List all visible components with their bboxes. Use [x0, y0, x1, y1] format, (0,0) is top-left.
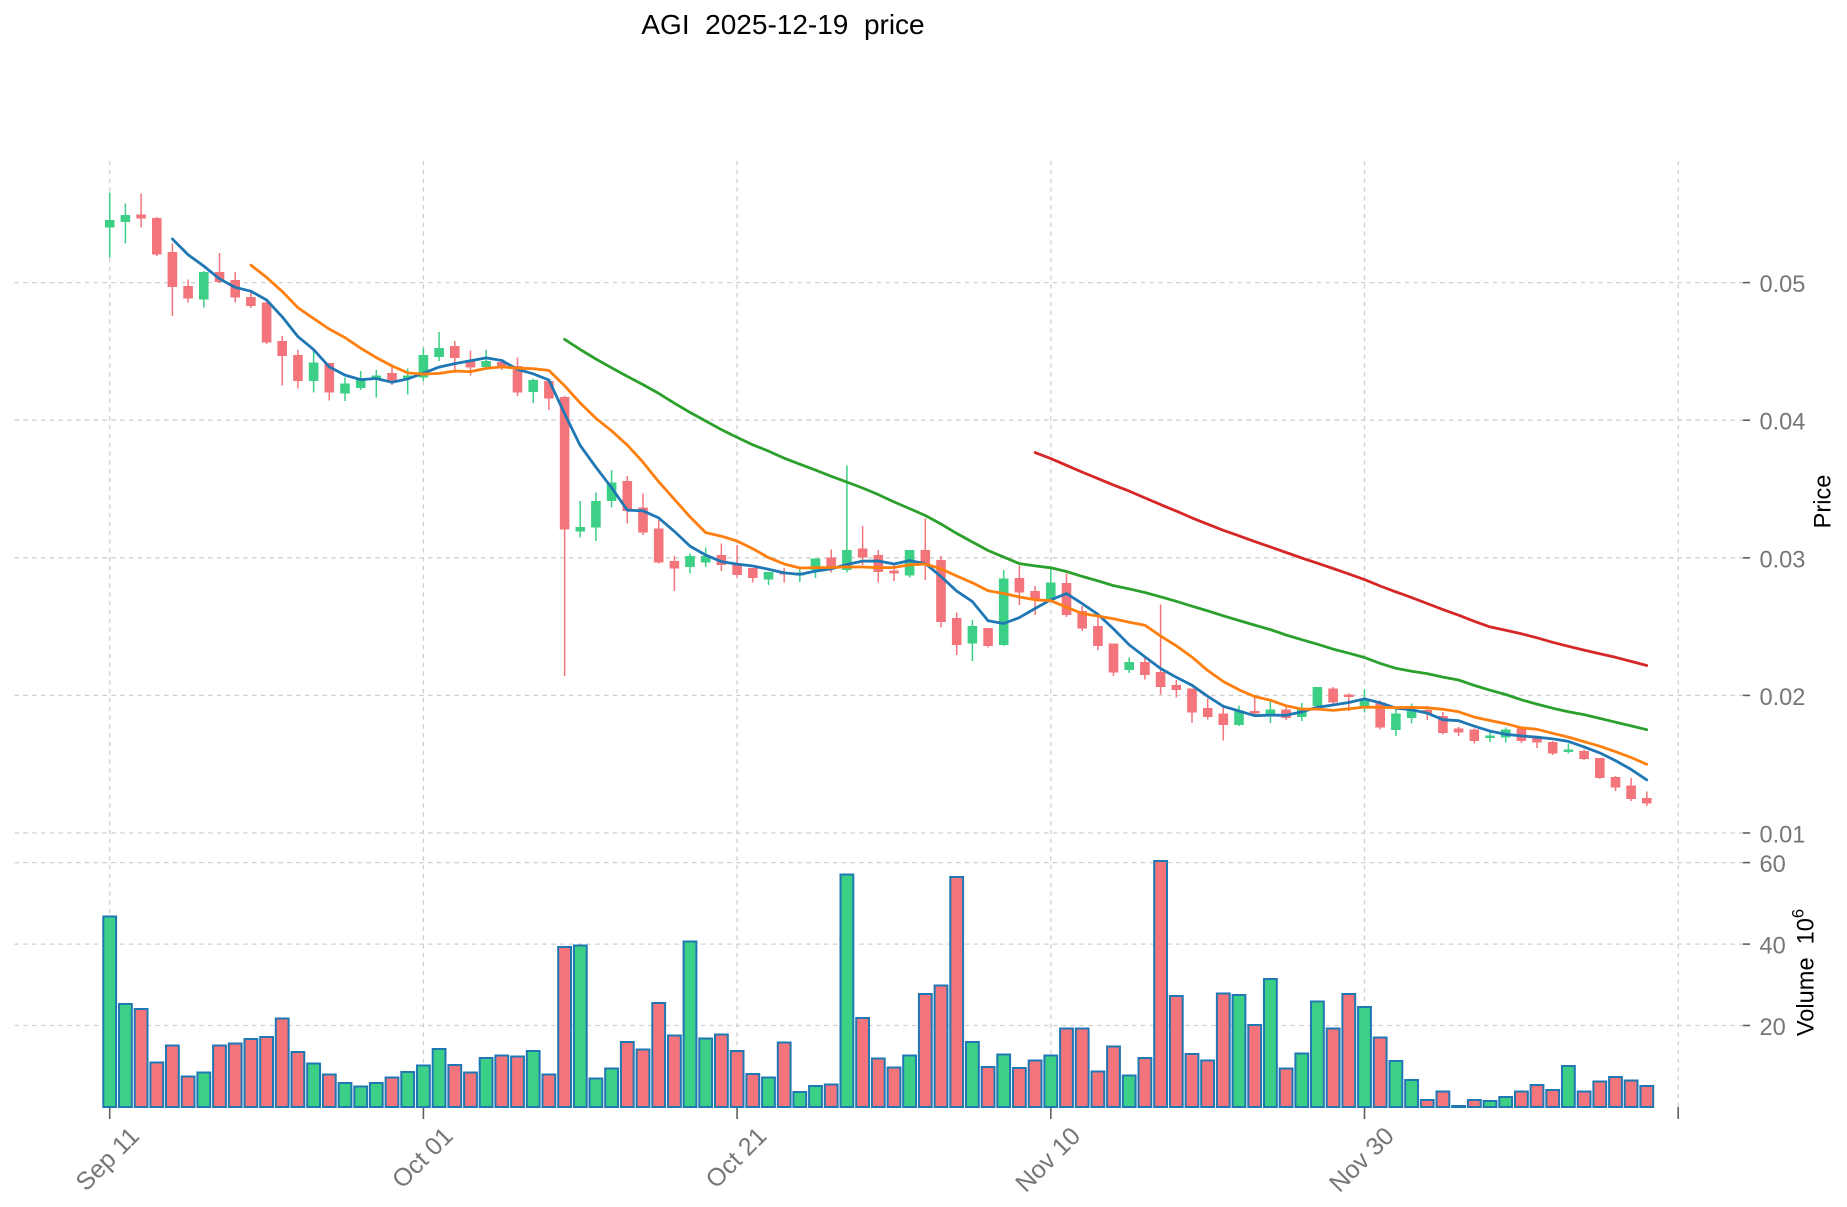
- svg-text:Volume 106: Volume 106: [1790, 909, 1820, 1036]
- svg-text:0.01: 0.01: [1760, 823, 1806, 849]
- svg-text:0.05: 0.05: [1760, 272, 1806, 298]
- svg-text:40: 40: [1760, 934, 1786, 960]
- svg-text:0.02: 0.02: [1760, 685, 1806, 711]
- svg-text:Price: Price: [1810, 475, 1836, 529]
- svg-text:20: 20: [1760, 1015, 1786, 1041]
- svg-text:AGI 2025-12-19 price: AGI 2025-12-19 price: [641, 9, 924, 40]
- svg-text:0.04: 0.04: [1760, 410, 1806, 436]
- svg-text:0.03: 0.03: [1760, 547, 1806, 573]
- svg-text:60: 60: [1760, 852, 1786, 878]
